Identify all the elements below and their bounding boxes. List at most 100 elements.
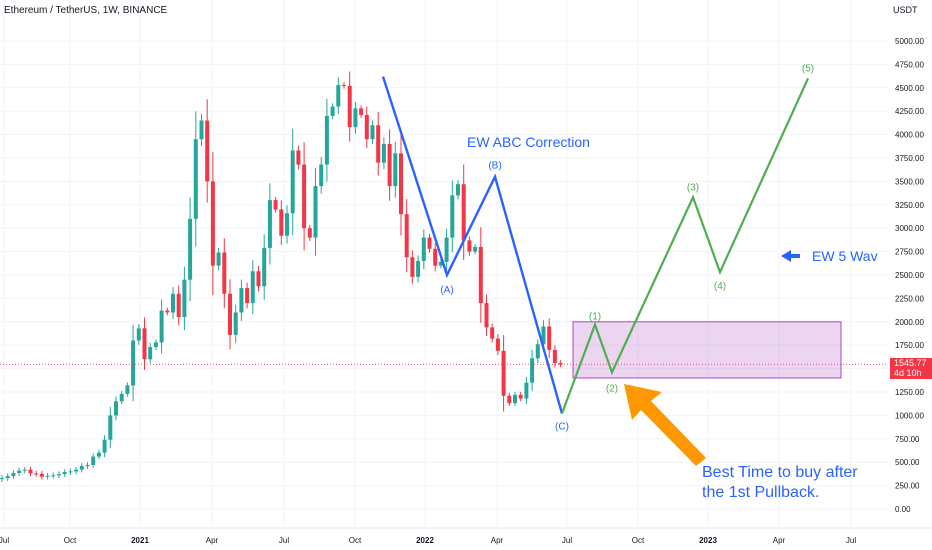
candle-body — [336, 84, 341, 107]
candle-body — [290, 150, 295, 214]
price-tick-label: 0.00 — [895, 505, 911, 514]
candle-body — [330, 106, 335, 116]
time-tick-label: Oct — [64, 536, 77, 545]
drawing-overlays: (A) (B) (C) EW ABC Correction (1) (2) (3) (4) (5… — [0, 63, 888, 501]
candle-body — [302, 164, 307, 229]
price-tick-label: 4750.00 — [895, 60, 924, 69]
candle-body — [79, 465, 84, 470]
candle-body — [450, 195, 455, 238]
candle-body — [17, 470, 22, 473]
candle-body — [285, 213, 289, 236]
candle-body — [0, 478, 4, 480]
candle-body — [530, 358, 535, 383]
price-tick-label: 2750.00 — [895, 248, 924, 257]
candle-body — [364, 114, 369, 140]
candle-body — [427, 237, 432, 249]
currency-unit-label: USDT — [893, 5, 918, 15]
candle-body — [250, 271, 255, 304]
candle-body — [114, 401, 118, 416]
candle-body — [313, 186, 318, 238]
candle-body — [182, 279, 187, 318]
candle-body — [22, 469, 27, 471]
candle-body — [165, 310, 170, 313]
price-tick-label: 1000.00 — [895, 411, 924, 420]
candle-body — [461, 184, 466, 241]
orange-arrow-icon — [624, 384, 706, 466]
price-tick-label: 3000.00 — [895, 224, 924, 233]
candle-body — [552, 349, 557, 363]
candle-body — [131, 340, 136, 386]
price-tick-label: 1250.00 — [895, 388, 924, 397]
price-tick-label: 5000.00 — [895, 37, 924, 46]
candle-body — [51, 475, 56, 477]
candle-body — [228, 293, 232, 335]
candle-body — [171, 293, 175, 313]
candle-body — [119, 393, 124, 402]
buy-note-line-2: the 1st Pullback. — [702, 484, 819, 501]
candle-body — [102, 439, 107, 453]
impulse-wave-label: (3) — [687, 182, 699, 193]
candle-body — [558, 362, 563, 365]
candle-body — [193, 139, 198, 219]
abc-correction-line — [381, 76, 564, 414]
time-tick-label: 2021 — [131, 536, 149, 545]
time-tick-label: Oct — [632, 536, 645, 545]
price-tick-label: 2500.00 — [895, 271, 924, 280]
candle-body — [125, 385, 130, 394]
candle-body — [108, 415, 113, 440]
candle-body — [216, 252, 221, 266]
candle-body — [153, 342, 158, 348]
time-tick-label: Apr — [773, 536, 786, 545]
candle-body — [159, 310, 164, 343]
candle-body — [541, 326, 546, 345]
price-axis: 5000.00 4750.00 4500.00 4250.00 4000.00 3750.… — [895, 37, 924, 514]
candle-body — [96, 452, 101, 457]
candle-body — [45, 475, 50, 477]
candle-body — [199, 120, 204, 140]
candle-body — [399, 153, 403, 215]
candle-body — [359, 108, 364, 115]
candle-body — [507, 395, 512, 404]
impulse-wave-label: (5) — [802, 63, 814, 74]
price-tick-label: 250.00 — [895, 482, 920, 491]
candle-body — [467, 240, 472, 252]
candle-body — [478, 246, 483, 304]
candle-body — [381, 143, 386, 163]
abc-correction-title: EW ABC Correction — [467, 134, 590, 150]
candle-body — [85, 465, 90, 467]
price-tick-label: 3250.00 — [895, 201, 924, 210]
buy-zone-box — [572, 321, 842, 379]
candle-body — [256, 271, 261, 287]
candle-body — [376, 125, 381, 163]
time-tick-label: Jul — [562, 536, 572, 545]
candle-body — [404, 214, 409, 258]
candle-body — [319, 164, 324, 187]
candle-body — [279, 209, 284, 236]
time-tick-label: Apr — [206, 536, 219, 545]
candle-body — [142, 328, 147, 360]
candle-body — [68, 471, 73, 473]
candle-body — [28, 469, 33, 474]
candle-body — [74, 469, 79, 472]
price-tick-label: 500.00 — [895, 458, 920, 467]
candle-body — [34, 473, 39, 475]
candle-body — [416, 260, 421, 277]
bar-countdown: 4d 10h — [894, 368, 922, 378]
left-arrow-icon — [781, 250, 800, 262]
time-tick-label: Apr — [491, 536, 504, 545]
symbol-title[interactable]: Ethereum / TetherUS, 1W, BINANCE — [4, 5, 168, 16]
candle-body — [91, 456, 96, 466]
candle-body — [205, 120, 210, 182]
candle-body — [547, 326, 552, 350]
price-tick-label: 4250.00 — [895, 107, 924, 116]
candle-body — [324, 115, 329, 165]
candle-body — [524, 382, 529, 399]
price-tick-label: 750.00 — [895, 435, 920, 444]
candle-body — [410, 257, 415, 277]
candle-body — [245, 288, 250, 304]
candle-body — [495, 338, 500, 351]
price-tick-label: 4500.00 — [895, 84, 924, 93]
candle-body — [262, 247, 267, 287]
candle-body — [233, 312, 238, 335]
